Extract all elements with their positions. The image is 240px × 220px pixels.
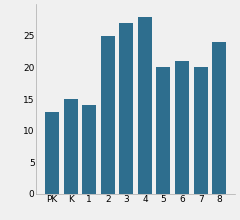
Bar [212,42,226,194]
Bar [101,36,115,194]
Bar [156,68,170,194]
Bar [119,23,133,194]
Bar [64,99,78,194]
Bar [194,68,208,194]
Bar [82,105,96,194]
Bar [175,61,189,194]
Bar [45,112,59,194]
Bar [138,17,152,194]
